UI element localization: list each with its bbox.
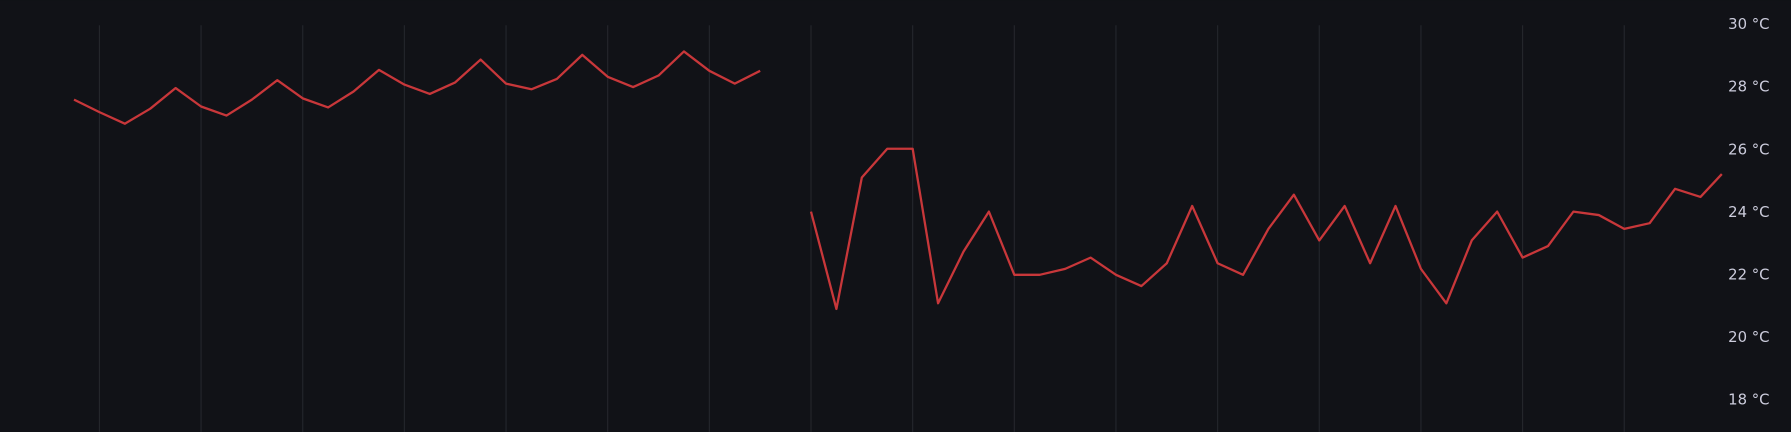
y-tick-label: 26 °C	[1728, 141, 1769, 158]
y-tick-label: 30 °C	[1728, 16, 1769, 33]
y-tick-label: 20 °C	[1728, 329, 1769, 346]
series-line	[73, 50, 1723, 311]
y-tick-label: 22 °C	[1728, 266, 1769, 283]
y-tick-label: 28 °C	[1728, 79, 1769, 96]
y-tick-label: 18 °C	[1728, 392, 1769, 409]
y-tick-label: 24 °C	[1728, 204, 1769, 221]
